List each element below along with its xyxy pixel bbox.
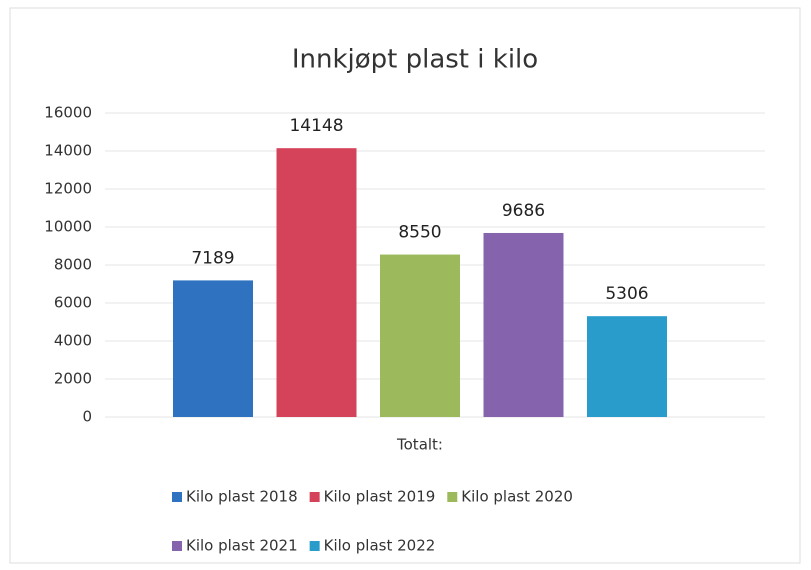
bar [483,232,564,417]
bar [276,148,357,418]
x-tick-label: Totalt: [396,436,443,454]
legend-label: Kilo plast 2019 [324,488,436,506]
legend-label: Kilo plast 2022 [324,537,436,555]
legend-swatch [309,492,320,502]
legend-label: Kilo plast 2018 [186,488,298,506]
bar [587,316,667,417]
y-tick-label: 2000 [54,370,92,388]
bar [173,280,253,417]
legend-swatch [447,492,458,502]
data-label: 8550 [398,223,441,243]
y-tick-label: 14000 [44,142,92,160]
data-label: 5306 [605,284,648,304]
y-tick-label: 0 [82,408,92,426]
y-tick-label: 8000 [54,256,92,274]
bar [380,254,460,417]
legend-label: Kilo plast 2020 [461,488,573,506]
data-label: 9686 [502,201,545,221]
data-label: 14148 [289,116,343,136]
y-tick-label: 4000 [54,332,92,350]
legend-swatch [309,541,320,551]
legend-label: Kilo plast 2021 [186,537,298,555]
data-label: 7189 [191,248,234,268]
legend-swatch [172,492,182,502]
chart-title: Innkjøpt plast i kilo [292,45,538,75]
y-tick-label: 10000 [44,218,92,236]
y-tick-label: 16000 [44,104,92,122]
y-tick-label: 6000 [54,294,92,312]
legend-swatch [172,541,182,551]
y-tick-label: 12000 [44,180,92,198]
